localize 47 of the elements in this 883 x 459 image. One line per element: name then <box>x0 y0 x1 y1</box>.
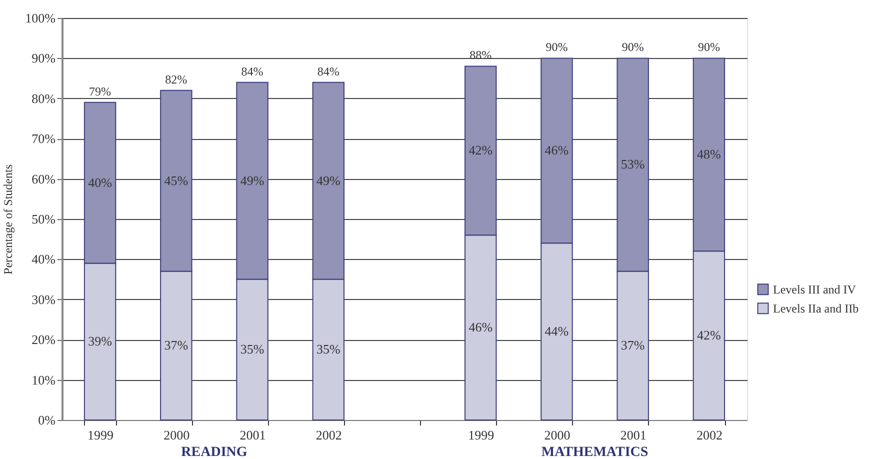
text: MATHEMATICS <box>541 445 648 459</box>
data-label: 49% <box>240 172 264 188</box>
y-tick-label: 50% <box>32 212 56 226</box>
x-tick-label: 1999 <box>88 428 114 442</box>
data-label: 40% <box>88 174 112 190</box>
data-label: 37% <box>164 338 188 353</box>
y-tick-label: 80% <box>32 90 56 106</box>
x-tick-label: 2000 <box>544 428 570 442</box>
data-label: 53% <box>620 156 645 172</box>
y-tick-label: 30% <box>32 292 56 307</box>
data-label: 37% <box>620 338 645 353</box>
total-label: 82% <box>165 72 188 86</box>
legend-label: Levels IIa and IIb <box>773 301 859 316</box>
data-label: 42% <box>468 142 493 158</box>
y-tick-label: 10% <box>32 372 56 388</box>
text: READING <box>181 445 248 459</box>
y-axis-title: Percentage of Students <box>1 164 16 274</box>
data-label: 48% <box>697 146 722 162</box>
y-tick-label: 70% <box>32 131 56 146</box>
y-tick-label: 100% <box>25 10 56 26</box>
data-label: 44% <box>544 324 569 339</box>
total-label: 84% <box>241 64 264 78</box>
total-label: 79% <box>89 84 112 98</box>
x-tick-label: 2001 <box>620 428 646 442</box>
x-tick-label: 1999 <box>468 428 494 442</box>
data-label: 49% <box>316 172 340 188</box>
y-tick-label: 90% <box>32 50 56 66</box>
x-tick-label: 2002 <box>316 428 342 442</box>
total-label: 90% <box>546 40 568 54</box>
x-tick-label: 2002 <box>696 428 722 442</box>
y-tick-label: 60% <box>32 171 56 186</box>
total-label: 90% <box>622 40 644 54</box>
total-label: 84% <box>317 64 340 78</box>
x-tick-label: 2000 <box>164 428 190 442</box>
data-label: 39% <box>88 334 112 349</box>
x-tick-label: 2001 <box>240 428 266 442</box>
data-label: 46% <box>468 320 493 335</box>
data-label: 35% <box>316 342 340 357</box>
data-label: 35% <box>240 342 264 357</box>
legend-label: Levels III and IV <box>773 282 856 296</box>
data-label: 42% <box>697 328 722 343</box>
data-label: 46% <box>544 142 569 158</box>
data-label: 45% <box>164 172 188 188</box>
y-tick-label: 0% <box>38 412 56 428</box>
y-tick-label: 20% <box>32 332 56 348</box>
total-label: 90% <box>698 40 720 54</box>
y-tick-label: 40% <box>32 252 56 267</box>
